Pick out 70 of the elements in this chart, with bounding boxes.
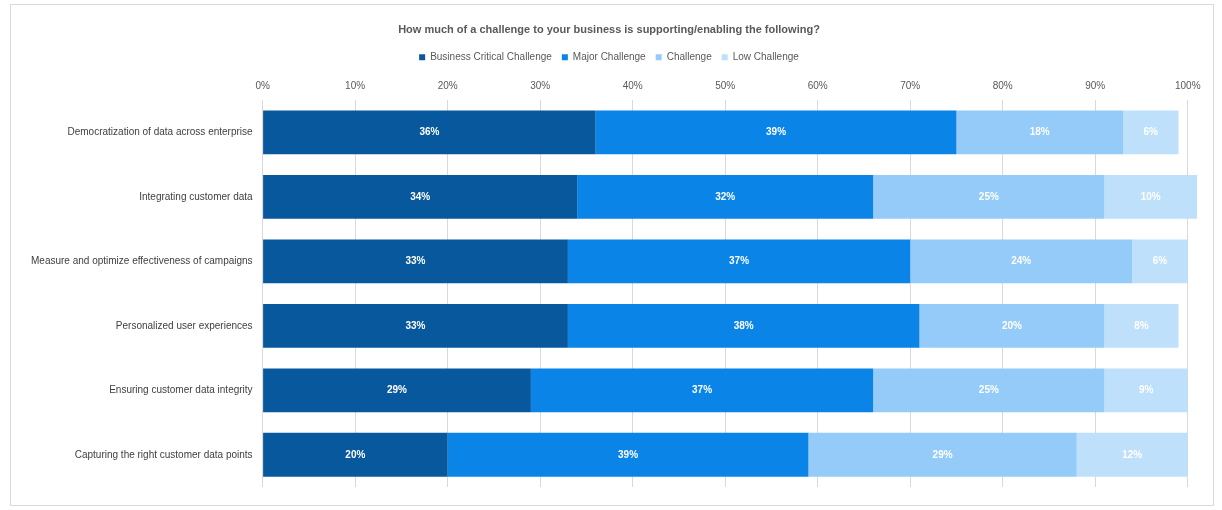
data-label: 10% — [1140, 190, 1161, 202]
data-label: 18% — [1029, 126, 1050, 138]
bar — [530, 368, 874, 413]
bar — [1076, 432, 1188, 477]
x-tick-label: 80% — [992, 79, 1013, 91]
y-tick-label: Integrating customer data — [139, 190, 254, 202]
data-label: 25% — [978, 384, 999, 396]
bar — [577, 174, 874, 219]
bar — [1104, 368, 1188, 413]
bar — [919, 303, 1105, 348]
bar — [263, 303, 568, 348]
x-tick-label: 10% — [345, 79, 366, 91]
legend-label: Major Challenge — [572, 50, 647, 62]
x-tick-label: 100% — [1174, 79, 1201, 91]
bar — [447, 432, 809, 477]
bar — [1132, 239, 1188, 284]
data-label: 38% — [733, 319, 754, 331]
data-label: 20% — [345, 448, 366, 460]
data-label: 33% — [405, 255, 426, 267]
legend-label: Challenge — [666, 50, 713, 62]
data-label: 34% — [410, 190, 431, 202]
bar — [263, 174, 578, 219]
data-label: 6% — [1143, 126, 1159, 138]
bar — [910, 239, 1133, 284]
data-label: 37% — [692, 384, 713, 396]
data-label: 24% — [1011, 255, 1032, 267]
y-tick-label: Measure and optimize effectiveness of campaigns — [30, 255, 253, 267]
y-tick-label: Personalized user experiences — [115, 319, 253, 331]
bar — [263, 110, 596, 155]
data-label: 6% — [1152, 255, 1168, 267]
bar — [567, 303, 920, 348]
bar — [595, 110, 957, 155]
bar — [1104, 174, 1197, 219]
chart-title: How much of a challenge to your business is supporting/enabling the following? — [398, 22, 821, 35]
y-tick-label: Ensuring customer data integrity — [109, 384, 253, 396]
bar — [1104, 303, 1179, 348]
bar — [873, 368, 1105, 413]
data-label: 33% — [405, 319, 426, 331]
bar — [263, 432, 448, 477]
x-tick-label: 70% — [900, 79, 921, 91]
data-label: 12% — [1122, 448, 1143, 460]
x-tick-label: 20% — [437, 79, 458, 91]
legend-label: Low Challenge — [732, 50, 800, 62]
data-label: 32% — [715, 190, 736, 202]
data-label: 20% — [1001, 319, 1023, 331]
bar — [263, 239, 568, 284]
bar — [873, 174, 1105, 219]
bar — [263, 368, 531, 413]
data-label: 29% — [932, 448, 953, 460]
data-label: 39% — [618, 448, 639, 460]
x-tick-label: 0% — [255, 79, 270, 91]
data-label: 37% — [729, 255, 750, 267]
bar — [567, 239, 911, 284]
data-label: 29% — [386, 384, 408, 396]
bar — [956, 110, 1123, 155]
bar — [808, 432, 1077, 477]
data-label: 8% — [1134, 319, 1149, 331]
data-label: 9% — [1138, 384, 1154, 396]
y-tick-label: Democratization of data across enterprise — [67, 126, 254, 138]
data-label: 25% — [978, 190, 999, 202]
bar — [1122, 110, 1179, 155]
x-tick-label: 90% — [1085, 79, 1106, 91]
x-tick-label: 60% — [807, 79, 828, 91]
data-label: 36% — [419, 126, 440, 138]
x-tick-label: 50% — [715, 79, 736, 91]
x-tick-label: 40% — [622, 79, 643, 91]
data-label: 39% — [766, 126, 787, 138]
legend-label: Business Critical Challenge — [430, 50, 553, 62]
y-tick-label: Capturing the right customer data points — [74, 448, 253, 460]
x-tick-label: 30% — [530, 79, 551, 91]
